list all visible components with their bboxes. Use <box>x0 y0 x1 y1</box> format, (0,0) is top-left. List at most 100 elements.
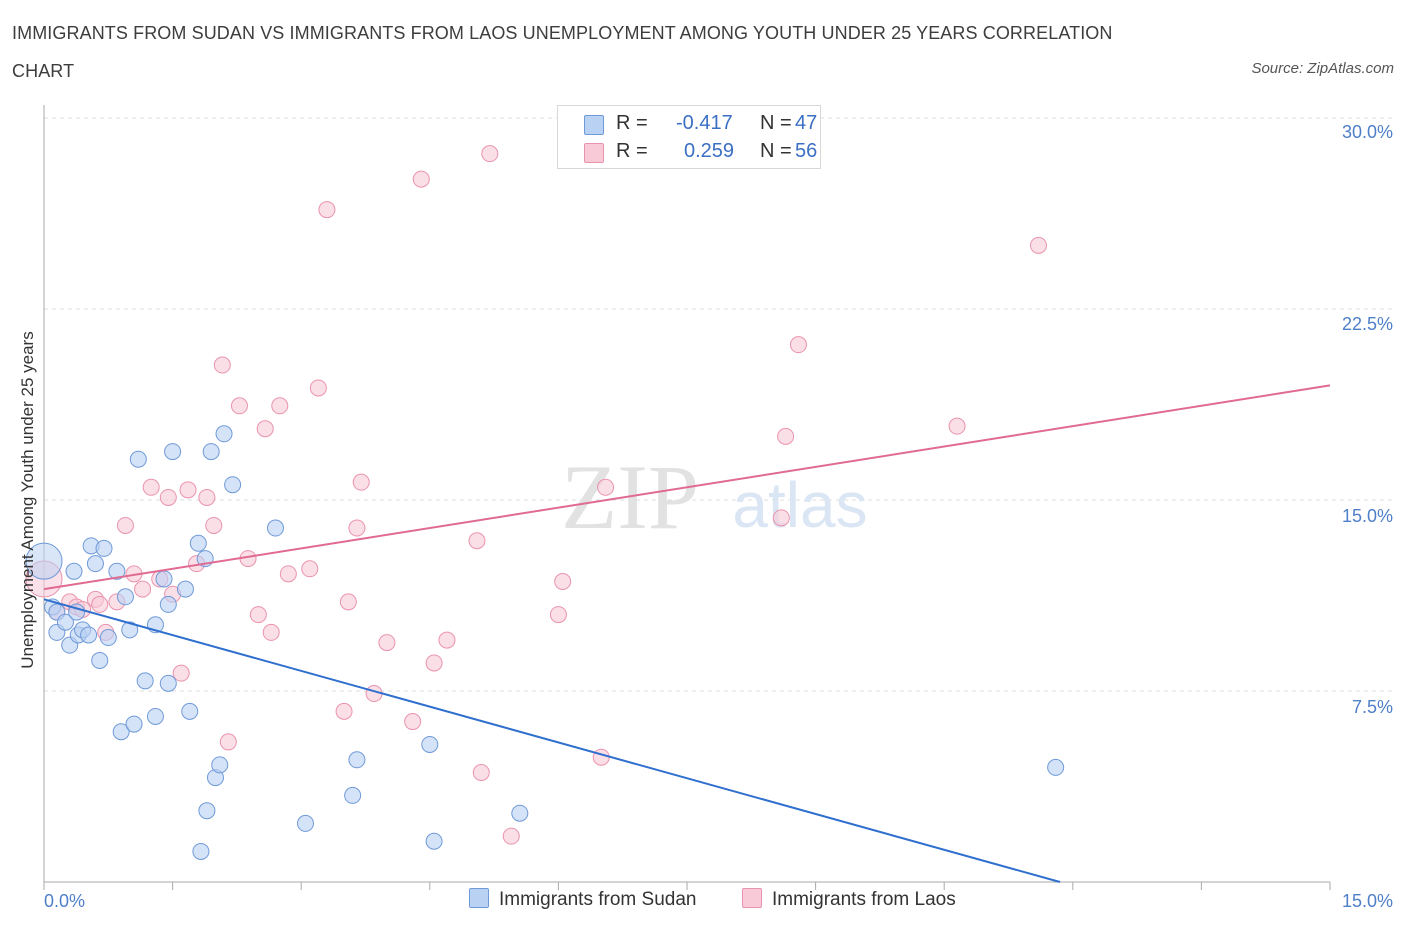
sudan-point <box>108 562 126 580</box>
x-tick-label-min: 0.0% <box>44 891 86 911</box>
sudan-point <box>125 715 143 733</box>
laos-point <box>772 509 790 527</box>
laos-point <box>213 356 231 374</box>
x-tick-label-max: 15.0% <box>1341 891 1393 911</box>
sudan-point <box>511 804 529 822</box>
sudan-point <box>211 756 229 774</box>
laos-point <box>425 654 443 672</box>
laos-point <box>404 713 422 731</box>
laos-point <box>348 519 366 537</box>
chart-title: IMMIGRANTS FROM SUDAN VS IMMIGRANTS FROM… <box>12 23 1113 81</box>
legend-label-laos: Immigrants from Laos <box>772 889 956 910</box>
laos-point <box>597 478 615 496</box>
laos-point <box>262 623 280 641</box>
laos-point <box>159 488 177 506</box>
sudan-point <box>189 534 207 552</box>
sudan-point <box>80 626 98 644</box>
laos-swatch-icon <box>742 888 762 908</box>
laos-point <box>179 481 197 499</box>
laos-point <box>116 516 134 534</box>
trend-lines <box>43 384 1331 883</box>
watermark: ZIP atlas <box>561 446 868 548</box>
legend-r-value: -0.417 <box>676 112 733 134</box>
legend-n-value: 47 <box>795 112 818 134</box>
sudan-point <box>159 674 177 692</box>
laos-point <box>134 580 152 598</box>
sudan-point <box>159 595 177 613</box>
laos-point <box>279 565 297 583</box>
laos-point <box>438 631 456 649</box>
sudan-point <box>198 802 216 820</box>
sudan-point <box>91 651 109 669</box>
series-sudan-trend-line <box>43 598 1061 883</box>
laos-point <box>592 748 610 766</box>
sudan-point <box>176 580 194 598</box>
sudan-point <box>202 443 220 461</box>
sudan-point <box>65 562 83 580</box>
y-tick-label: 15.0% <box>1341 506 1393 526</box>
y-tick-label: 7.5% <box>1351 697 1393 717</box>
laos-point <box>378 634 396 652</box>
legend-r-label: R = <box>616 112 648 134</box>
series-laos <box>25 145 1048 845</box>
laos-point <box>412 170 430 188</box>
series-laos-trend-line <box>43 384 1331 591</box>
sudan-point <box>296 814 314 832</box>
laos-point <box>549 606 567 624</box>
laos-point <box>554 572 572 590</box>
y-tick-label: 22.5% <box>1341 314 1393 334</box>
source-label: Source: ZipAtlas.com <box>1251 60 1394 77</box>
laos-point <box>1030 236 1048 254</box>
laos-point <box>335 702 353 720</box>
legend-r-label: R = <box>616 140 648 162</box>
laos-point <box>472 763 490 781</box>
legend-n-label: N = <box>760 112 792 134</box>
legend-n-label: N = <box>760 140 792 162</box>
sudan-point <box>425 832 443 850</box>
watermark-atlas: atlas <box>732 469 867 541</box>
correlation-legend: R = -0.417 N = 47 R = 0.259 N = 56 <box>557 105 821 169</box>
laos-point <box>468 532 486 550</box>
legend-item-sudan[interactable]: Immigrants from Sudan <box>469 888 696 911</box>
laos-point <box>91 595 109 613</box>
sudan-point <box>121 621 139 639</box>
sudan-point <box>129 450 147 468</box>
sudan-point <box>266 519 284 537</box>
sudan-point <box>1047 758 1065 776</box>
sudan-point <box>146 707 164 725</box>
sudan-point <box>25 542 63 580</box>
sudan-point <box>56 613 74 631</box>
sudan-point <box>344 786 362 804</box>
laos-point <box>142 478 160 496</box>
laos-point <box>230 397 248 415</box>
laos-point <box>198 488 216 506</box>
laos-point <box>481 145 499 163</box>
laos-point <box>352 473 370 491</box>
laos-point <box>271 397 289 415</box>
axes <box>43 105 1331 890</box>
laos-point <box>789 336 807 354</box>
laos-point <box>219 733 237 751</box>
y-axis-label: Unemployment Among Youth under 25 years <box>18 331 37 669</box>
laos-point <box>948 417 966 435</box>
sudan-point <box>136 672 154 690</box>
laos-point <box>172 664 190 682</box>
sudan-point <box>421 735 439 753</box>
sudan-point <box>95 539 113 557</box>
sudan-point <box>181 702 199 720</box>
legend-r-value: 0.259 <box>684 140 735 162</box>
sudan-point <box>348 751 366 769</box>
laos-point <box>205 516 223 534</box>
y-tick-label: 30.0% <box>1341 122 1393 142</box>
laos-point <box>339 593 357 611</box>
laos-point <box>256 420 274 438</box>
series-sudan <box>25 425 1065 860</box>
laos-point <box>502 827 520 845</box>
legend-item-laos[interactable]: Immigrants from Laos <box>742 888 956 911</box>
laos-point <box>309 379 327 397</box>
sudan-swatch-icon <box>584 115 604 135</box>
sudan-point <box>164 443 182 461</box>
laos-point <box>318 201 336 219</box>
laos-point <box>301 560 319 578</box>
